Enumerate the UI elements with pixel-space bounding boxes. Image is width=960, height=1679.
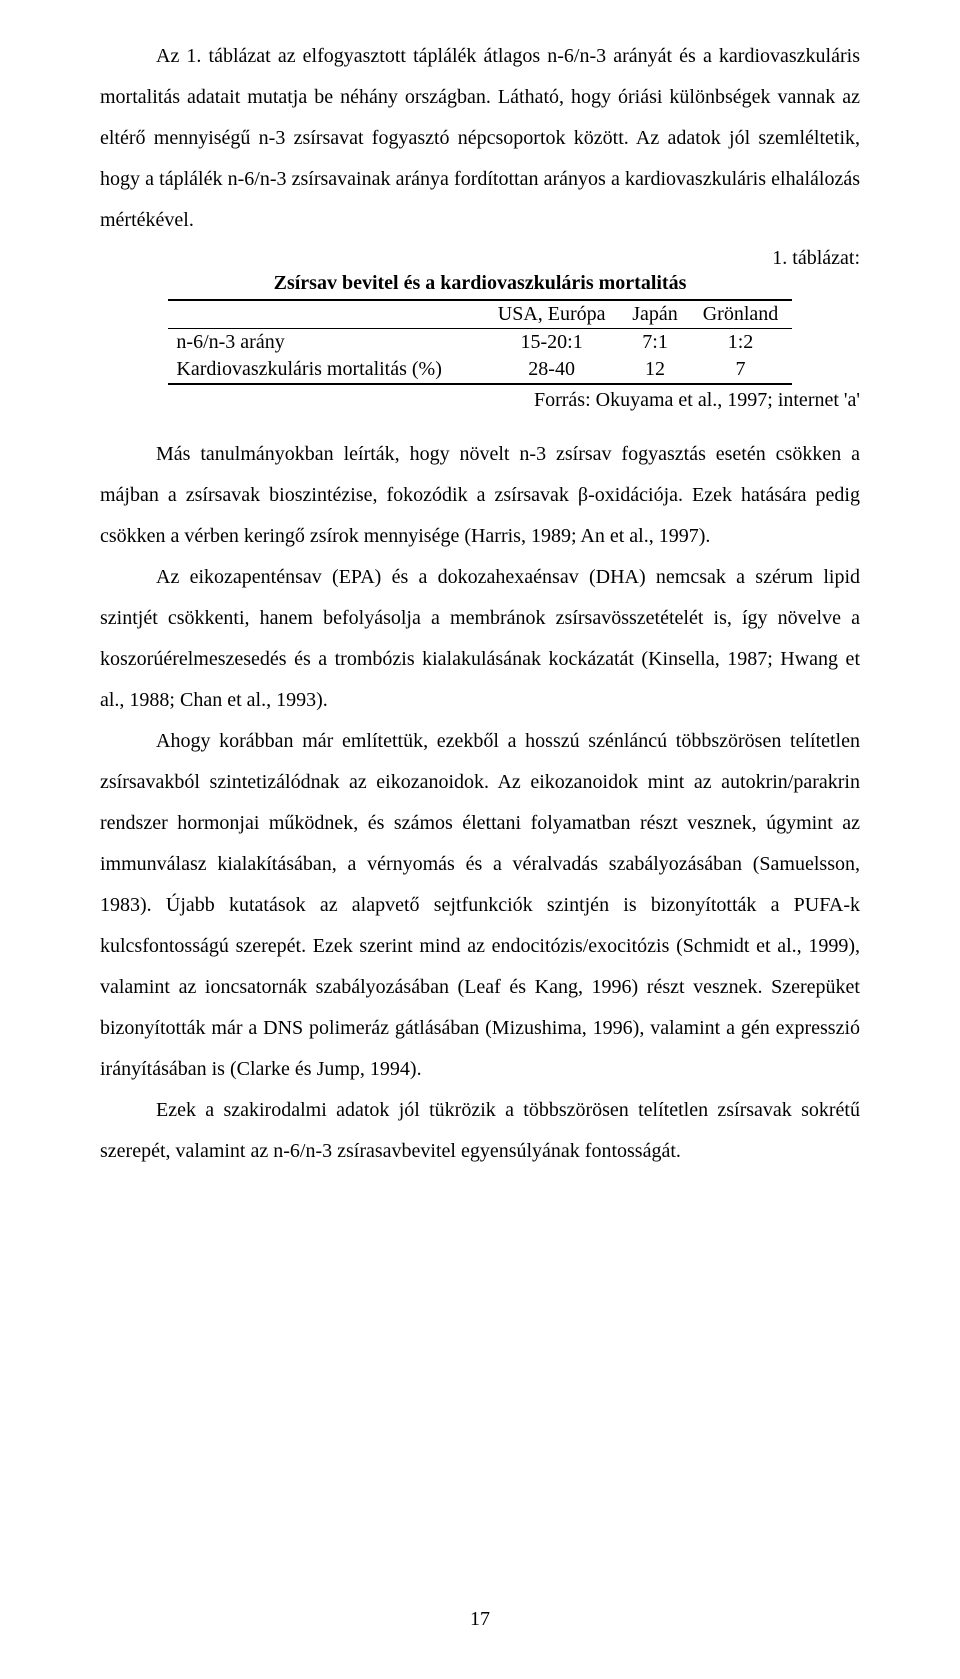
table-label: 1. táblázat: [100, 247, 860, 270]
data-table: USA, Európa Japán Grönland n-6/n-3 arány… [168, 299, 791, 385]
paragraph-2: Más tanulmányokban leírták, hogy növelt … [100, 434, 860, 557]
table-cell: 1:2 [689, 329, 791, 357]
paragraph-3: Az eikozapenténsav (EPA) és a dokozahexa… [100, 557, 860, 721]
table-header-cell [168, 300, 482, 329]
table-source: Forrás: Okuyama et al., 1997; internet '… [100, 389, 860, 412]
table-cell: Kardiovaszkuláris mortalitás (%) [168, 356, 482, 384]
table-cell: 7 [689, 356, 791, 384]
page-number: 17 [0, 1608, 960, 1631]
table-cell: 28-40 [483, 356, 621, 384]
table-header-cell: USA, Európa [483, 300, 621, 329]
table-row: Kardiovaszkuláris mortalitás (%) 28-40 1… [168, 356, 791, 384]
table-cell: 12 [621, 356, 690, 384]
table-header-cell: Japán [621, 300, 690, 329]
table-header-cell: Grönland [689, 300, 791, 329]
table-cell: n-6/n-3 arány [168, 329, 482, 357]
table-cell: 7:1 [621, 329, 690, 357]
paragraph-4: Ahogy korábban már említettük, ezekből a… [100, 721, 860, 1090]
table-header-row: USA, Európa Japán Grönland [168, 300, 791, 329]
table-row: n-6/n-3 arány 15-20:1 7:1 1:2 [168, 329, 791, 357]
paragraph-1: Az 1. táblázat az elfogyasztott táplálék… [100, 36, 860, 241]
paragraph-5: Ezek a szakirodalmi adatok jól tükrözik … [100, 1090, 860, 1172]
table-cell: 15-20:1 [483, 329, 621, 357]
page-container: Az 1. táblázat az elfogyasztott táplálék… [0, 0, 960, 1679]
table-title: Zsírsav bevitel és a kardiovaszkuláris m… [100, 272, 860, 295]
